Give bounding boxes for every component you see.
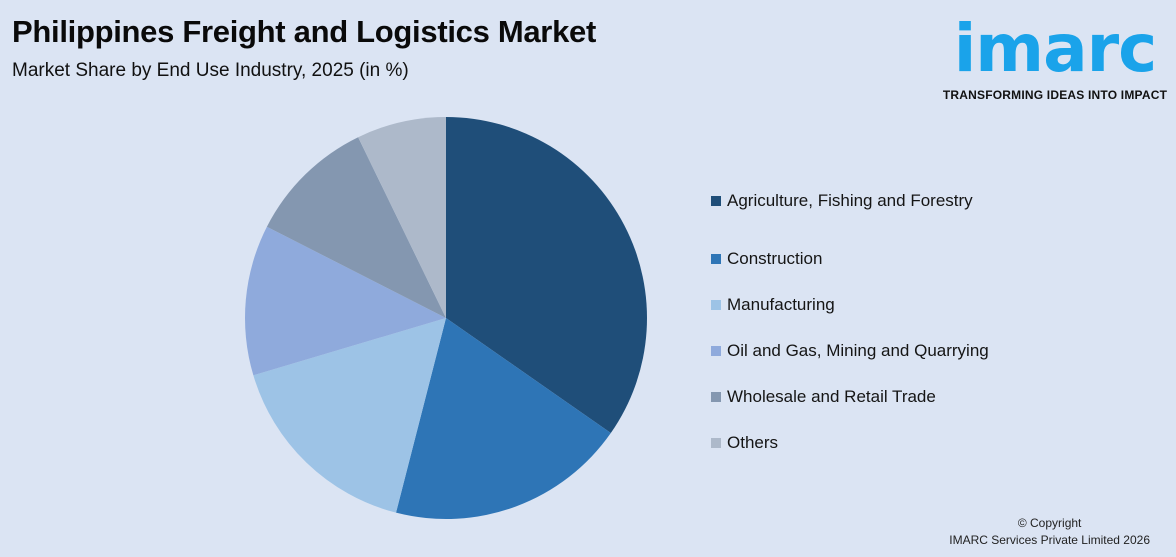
legend-label: Wholesale and Retail Trade [727,387,936,406]
pie-slice [358,117,446,318]
legend-swatch [711,300,721,310]
imarc-logo: imarc TRANSFORMING IDEAS INTO IMPACT [942,10,1168,103]
copyright-line1: © Copyright [1017,516,1082,530]
pie-slice [396,318,611,519]
legend-swatch [711,254,721,264]
pie-slice [244,226,446,376]
pie-slice [266,137,446,318]
copyright: © Copyright IMARC Services Private Limit… [949,515,1150,549]
chart-legend: Agriculture, Fishing and Forestry Constr… [711,190,989,466]
legend-swatch [711,346,721,356]
pie-slice [446,117,647,434]
legend-label: Oil and Gas, Mining and Quarrying [727,341,989,360]
legend-item: Agriculture, Fishing and Forestry [711,190,989,212]
legend-item: Manufacturing [711,282,989,328]
pie-slice [253,318,446,513]
legend-item: Oil and Gas, Mining and Quarrying [711,328,989,374]
legend-item: Others [711,420,989,466]
legend-swatch [711,196,721,206]
legend-item: Construction [711,236,989,282]
legend-label: Others [727,433,779,452]
legend-label: Agriculture, Fishing and Forestry [727,191,973,210]
pie-chart [244,117,647,519]
legend-item: Wholesale and Retail Trade [711,374,989,420]
legend-label: Manufacturing [727,295,835,314]
copyright-line2: IMARC Services Private Limited 2026 [949,533,1150,547]
logo-wordmark: imarc [953,10,1158,87]
legend-swatch [711,438,721,448]
legend-swatch [711,392,721,402]
legend-label: Construction [727,249,823,268]
chart-subtitle: Market Share by End Use Industry, 2025 (… [12,60,409,81]
chart-title: Philippines Freight and Logistics Market [12,14,596,49]
logo-tagline: TRANSFORMING IDEAS INTO IMPACT [942,88,1168,102]
